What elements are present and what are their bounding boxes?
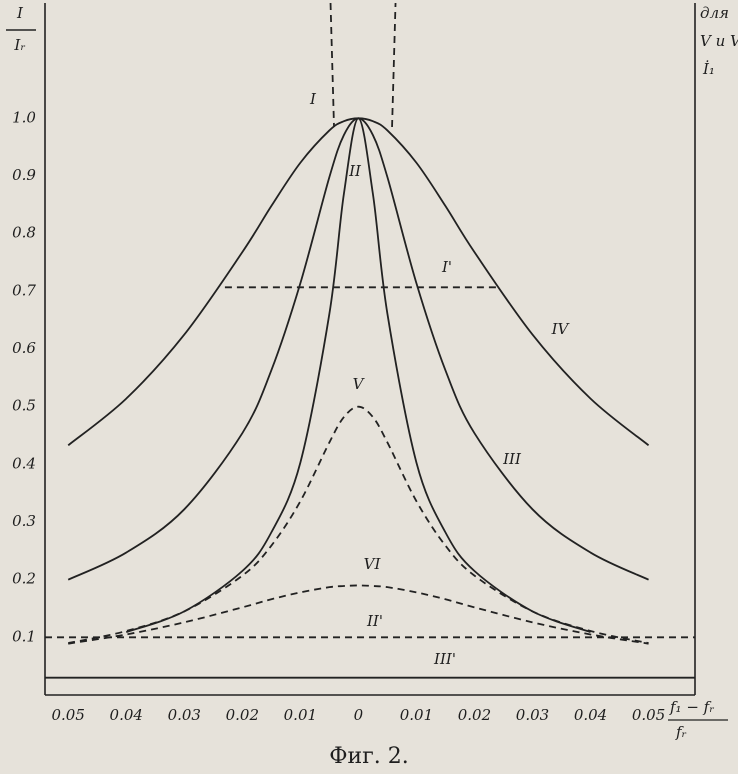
caption: Фиг. 2. — [329, 744, 408, 769]
x-tick-label: 0 — [354, 706, 364, 724]
x-tick-label: 0.01 — [400, 706, 433, 724]
y-tick-label: 0.2 — [12, 570, 36, 588]
annotation: для — [700, 4, 729, 22]
curve-label: V — [353, 375, 366, 393]
x-tick-label: 0.03 — [168, 706, 201, 724]
curve-label: II — [348, 162, 362, 180]
y-tick-label: 0.1 — [12, 627, 36, 645]
y-tick-label: 0.5 — [12, 397, 36, 415]
x-tick-label: 0.04 — [110, 706, 143, 724]
curve-label: II' — [366, 612, 383, 630]
x-tick-label: 0.05 — [52, 706, 85, 724]
curve — [67, 117, 650, 447]
y-tick-label: 0.8 — [12, 224, 36, 242]
curve-label: IV — [551, 320, 571, 338]
curve-label: I' — [441, 258, 452, 276]
curve-label: VI — [364, 555, 382, 573]
curve — [68, 584, 649, 645]
y-tick-label: 0.3 — [12, 512, 36, 530]
curve — [68, 405, 649, 644]
annotation: İ₁ — [702, 60, 715, 78]
curve-label: I — [309, 90, 317, 108]
x-label-numerator: f₁ − fᵣ — [669, 698, 714, 716]
x-tick-label: 0.02 — [226, 706, 259, 724]
x-tick-label: 0.02 — [458, 706, 491, 724]
x-tick-label: 0.03 — [516, 706, 549, 724]
annotation: V и VI — [700, 32, 738, 50]
y-tick-label: 1.0 — [12, 108, 36, 126]
curve — [67, 117, 649, 581]
y-label-numerator: I — [16, 4, 24, 22]
y-tick-label: 0.6 — [12, 339, 36, 357]
curve — [329, 2, 397, 128]
y-tick-label: 0.7 — [12, 281, 36, 299]
y-tick-label: 0.4 — [12, 454, 36, 472]
curve-label: III — [502, 450, 522, 468]
y-tick-label: 0.9 — [12, 166, 36, 184]
x-label-denominator: fᵣ — [675, 723, 687, 741]
y-label-denominator: Iᵣ — [13, 36, 25, 54]
curve-label: III' — [433, 650, 456, 668]
x-tick-label: 0.01 — [284, 706, 317, 724]
x-tick-label: 0.04 — [574, 706, 607, 724]
x-tick-label: 0.05 — [632, 706, 665, 724]
